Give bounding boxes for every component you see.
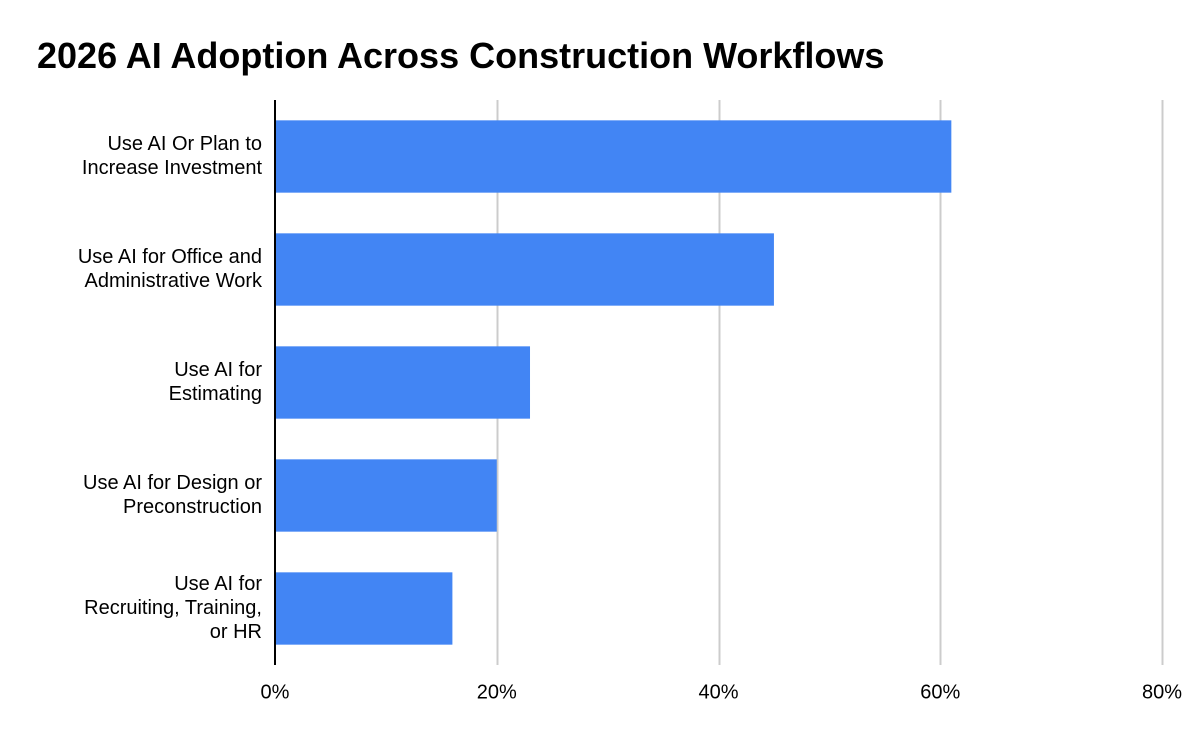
bar-3 [275, 459, 497, 532]
grid-lines [496, 100, 1164, 665]
x-tick-label-60: 60% [920, 681, 960, 703]
category-label-line: Use AI for Design or [83, 472, 262, 494]
category-label-2: Use AI for Estimating [169, 359, 263, 405]
category-label-line: Use AI for Office and [78, 246, 262, 268]
bar-0 [275, 120, 952, 193]
category-label-line: Estimating [169, 383, 262, 405]
category-label-line: Administrative Work [85, 270, 263, 292]
category-label-line: or HR [210, 621, 262, 643]
category-label-0: Use AI Or Plan to Increase Investment [82, 133, 263, 179]
x-tick-label-20: 20% [477, 681, 517, 703]
bar-1 [275, 233, 774, 306]
x-tick-label-40: 40% [698, 681, 738, 703]
bars [275, 120, 952, 645]
category-labels: Use AI Or Plan to Increase InvestmentUse … [78, 133, 263, 643]
category-label-line: Use AI for [174, 573, 262, 595]
bar-4 [275, 572, 453, 645]
category-label-line: Recruiting, Training, [84, 597, 262, 619]
x-tick-label-80: 80% [1142, 681, 1182, 703]
category-label-3: Use AI for Design or Preconstruction [83, 472, 262, 518]
category-label-line: Use AI Or Plan to [107, 133, 262, 155]
category-label-line: Preconstruction [123, 496, 262, 518]
bar-2 [275, 346, 531, 419]
category-label-line: Increase Investment [82, 157, 263, 179]
category-label-line: Use AI for [174, 359, 262, 381]
chart-title: 2026 AI Adoption Across Construction Wor… [37, 35, 885, 76]
x-tick-label-0: 0% [261, 681, 290, 703]
x-tick-labels: 0% 20% 40% 60% 80% [261, 681, 1183, 703]
category-label-4: Use AI for Recruiting, Training, or HR [84, 573, 262, 643]
category-label-1: Use AI for Office and Administrative Work [78, 246, 263, 292]
